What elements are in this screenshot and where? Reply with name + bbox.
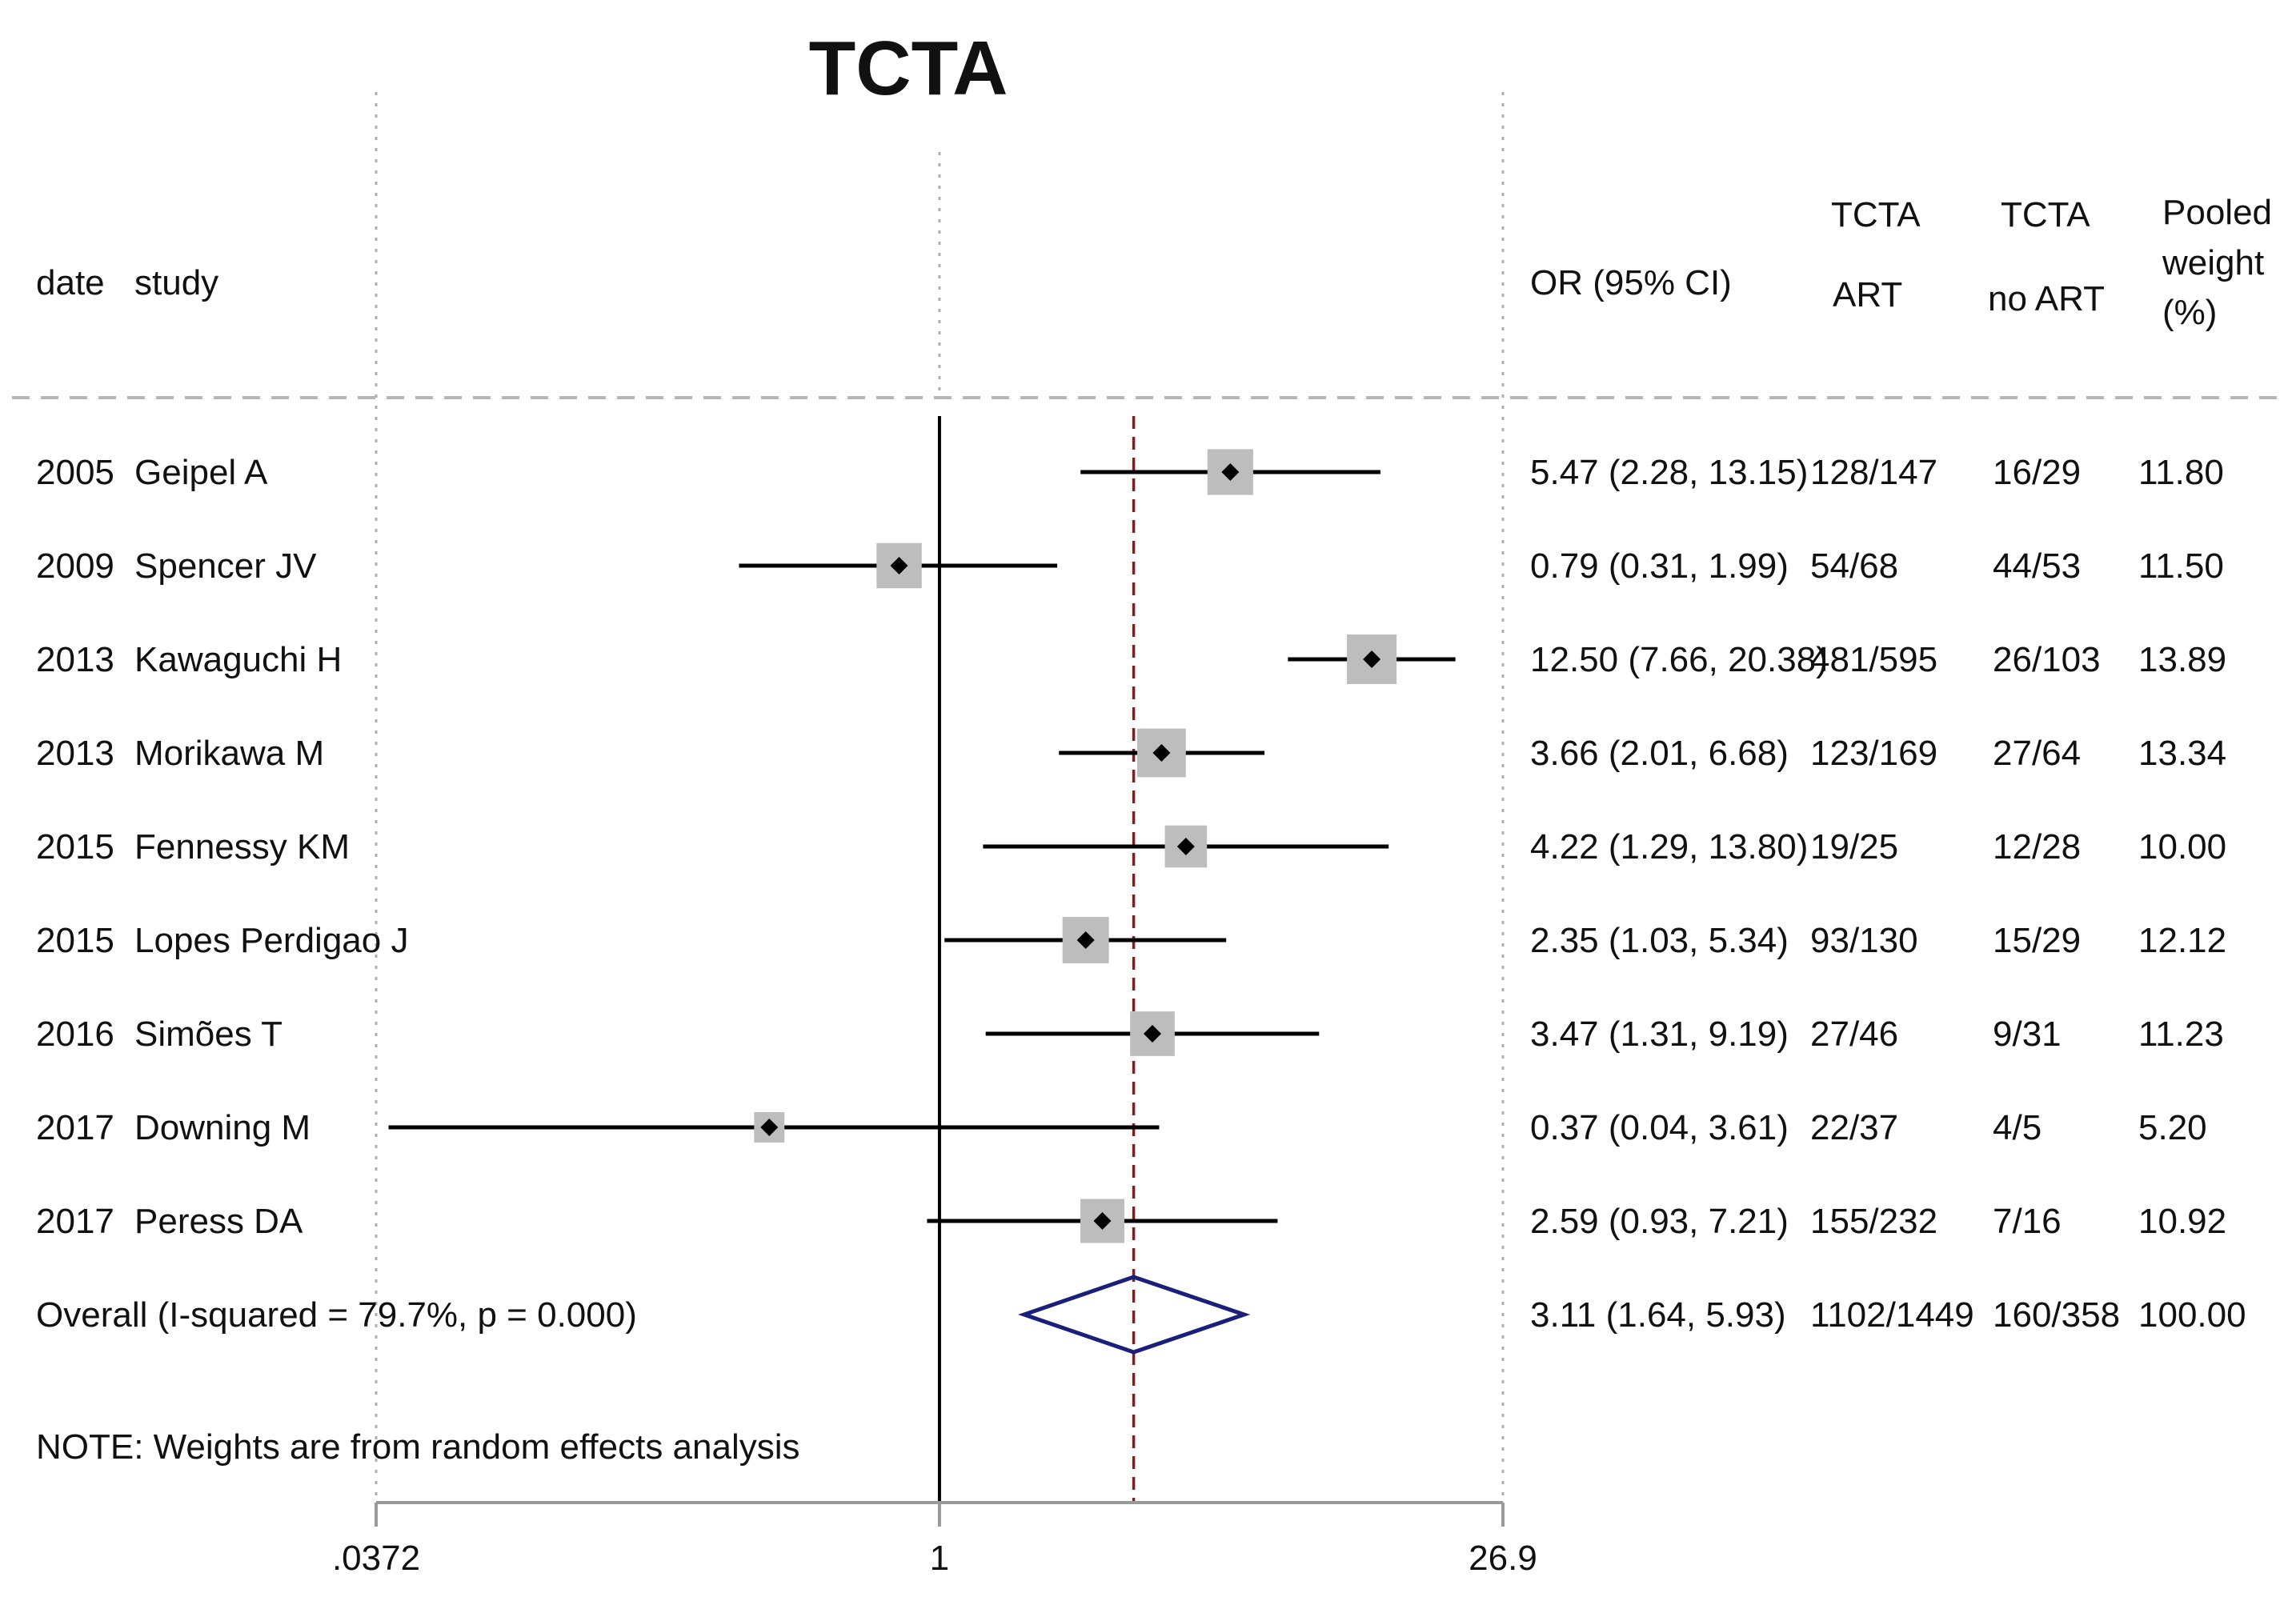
- study-weight: 5.20: [2138, 1108, 2207, 1147]
- study-or-ci: 0.79 (0.31, 1.99): [1530, 546, 1789, 586]
- study-or-ci: 2.59 (0.93, 7.21): [1530, 1202, 1789, 1241]
- point-estimate-marker: [1176, 838, 1195, 855]
- study-name: Lopes Perdigao J: [134, 921, 408, 960]
- study-weight: 13.34: [2138, 734, 2226, 773]
- study-weight: 10.00: [2138, 827, 2226, 867]
- study-noart-count: 27/64: [1993, 734, 2081, 773]
- study-name: Peress DA: [134, 1202, 303, 1241]
- study-date: 2009: [36, 546, 114, 586]
- study-art-count: 128/147: [1810, 453, 1937, 492]
- study-art-count: 27/46: [1810, 1015, 1898, 1054]
- study-name: Kawaguchi H: [134, 640, 342, 679]
- study-art-count: 19/25: [1810, 827, 1898, 867]
- chart-title: TCTA: [809, 26, 1008, 111]
- header-weight-line1: Pooled: [2162, 193, 2272, 232]
- x-tick-label: 1: [930, 1539, 949, 1578]
- study-name: Morikawa M: [134, 734, 324, 773]
- point-estimate-marker: [1221, 463, 1240, 481]
- study-or-ci: 2.35 (1.03, 5.34): [1530, 921, 1789, 960]
- study-noart-count: 4/5: [1993, 1108, 2042, 1147]
- header-weight-line3: (%): [2162, 293, 2217, 332]
- study-rows: 2005 Geipel A 5.47 (2.28, 13.15) 128/147 16/…: [36, 453, 2246, 1335]
- footnote: NOTE: Weights are from random effects an…: [36, 1427, 800, 1467]
- header-date: date: [36, 263, 105, 302]
- study-date: 2017: [36, 1108, 114, 1147]
- study-date: 2013: [36, 640, 114, 679]
- study-date: 2005: [36, 453, 114, 492]
- study-name: Downing M: [134, 1108, 311, 1147]
- study-weight: 10.92: [2138, 1202, 2226, 1241]
- header-art-line1: TCTA: [1831, 195, 1921, 234]
- study-art-count: 481/595: [1810, 640, 1937, 679]
- study-weight: 11.80: [2138, 453, 2224, 492]
- study-art-count: 54/68: [1810, 546, 1898, 586]
- study-or-ci: 3.66 (2.01, 6.68): [1530, 734, 1789, 773]
- study-name: Spencer JV: [134, 546, 317, 586]
- overall-noart-count: 160/358: [1993, 1295, 2120, 1335]
- header-noart-line2: no ART: [1988, 279, 2105, 318]
- header-weight-line2: weight: [2162, 243, 2264, 282]
- study-art-count: 22/37: [1810, 1108, 1898, 1147]
- study-weight: 13.89: [2138, 640, 2226, 679]
- x-tick-label: 26.9: [1469, 1539, 1537, 1578]
- study-or-ci: 5.47 (2.28, 13.15): [1530, 453, 1808, 492]
- point-estimate-marker: [1363, 650, 1381, 668]
- point-estimate-marker: [890, 557, 908, 574]
- study-noart-count: 7/16: [1993, 1202, 2062, 1241]
- study-weight: 11.50: [2138, 546, 2224, 586]
- study-date: 2015: [36, 827, 114, 867]
- study-or-ci: 4.22 (1.29, 13.80): [1530, 827, 1808, 867]
- point-estimate-marker: [1093, 1212, 1112, 1230]
- study-noart-count: 15/29: [1993, 921, 2081, 960]
- point-estimate-marker: [1152, 744, 1171, 762]
- point-estimate-marker: [1144, 1025, 1162, 1043]
- study-name: Simões T: [134, 1015, 282, 1054]
- study-noart-count: 12/28: [1993, 827, 2081, 867]
- overall-label: Overall (I-squared = 79.7%, p = 0.000): [36, 1295, 637, 1335]
- study-noart-count: 26/103: [1993, 640, 2101, 679]
- study-art-count: 155/232: [1810, 1202, 1937, 1241]
- overall-weight: 100.00: [2138, 1295, 2246, 1335]
- study-date: 2016: [36, 1015, 114, 1054]
- study-noart-count: 44/53: [1993, 546, 2081, 586]
- point-estimate-marker: [1076, 931, 1095, 949]
- study-name: Geipel A: [134, 453, 268, 492]
- header-study: study: [134, 263, 218, 302]
- study-art-count: 123/169: [1810, 734, 1937, 773]
- overall-art-count: 1102/1449: [1810, 1295, 1974, 1335]
- x-axis: .0372 1 26.9: [332, 1501, 1537, 1578]
- study-date: 2015: [36, 921, 114, 960]
- study-or-ci: 12.50 (7.66, 20.38): [1530, 640, 1828, 679]
- header-art-line2: ART: [1833, 275, 1902, 314]
- x-tick-label: .0372: [332, 1539, 420, 1578]
- study-name: Fennessy KM: [134, 827, 350, 867]
- study-art-count: 93/130: [1810, 921, 1918, 960]
- study-noart-count: 16/29: [1993, 453, 2081, 492]
- study-date: 2013: [36, 734, 114, 773]
- study-weight: 11.23: [2138, 1015, 2224, 1054]
- header-or: OR (95% CI): [1530, 263, 1732, 302]
- reference-lines: [375, 92, 1505, 1503]
- header-noart-line1: TCTA: [2001, 195, 2090, 234]
- overall-diamond: [1018, 1275, 1251, 1355]
- study-or-ci: 3.47 (1.31, 9.19): [1530, 1015, 1789, 1054]
- study-or-ci: 0.37 (0.04, 3.61): [1530, 1108, 1789, 1147]
- ci-lines: [388, 449, 1456, 1355]
- point-estimate-marker: [760, 1119, 779, 1136]
- study-noart-count: 9/31: [1993, 1015, 2062, 1054]
- overall-or-ci: 3.11 (1.64, 5.93): [1530, 1295, 1786, 1335]
- study-weight: 12.12: [2138, 921, 2226, 960]
- study-date: 2017: [36, 1202, 114, 1241]
